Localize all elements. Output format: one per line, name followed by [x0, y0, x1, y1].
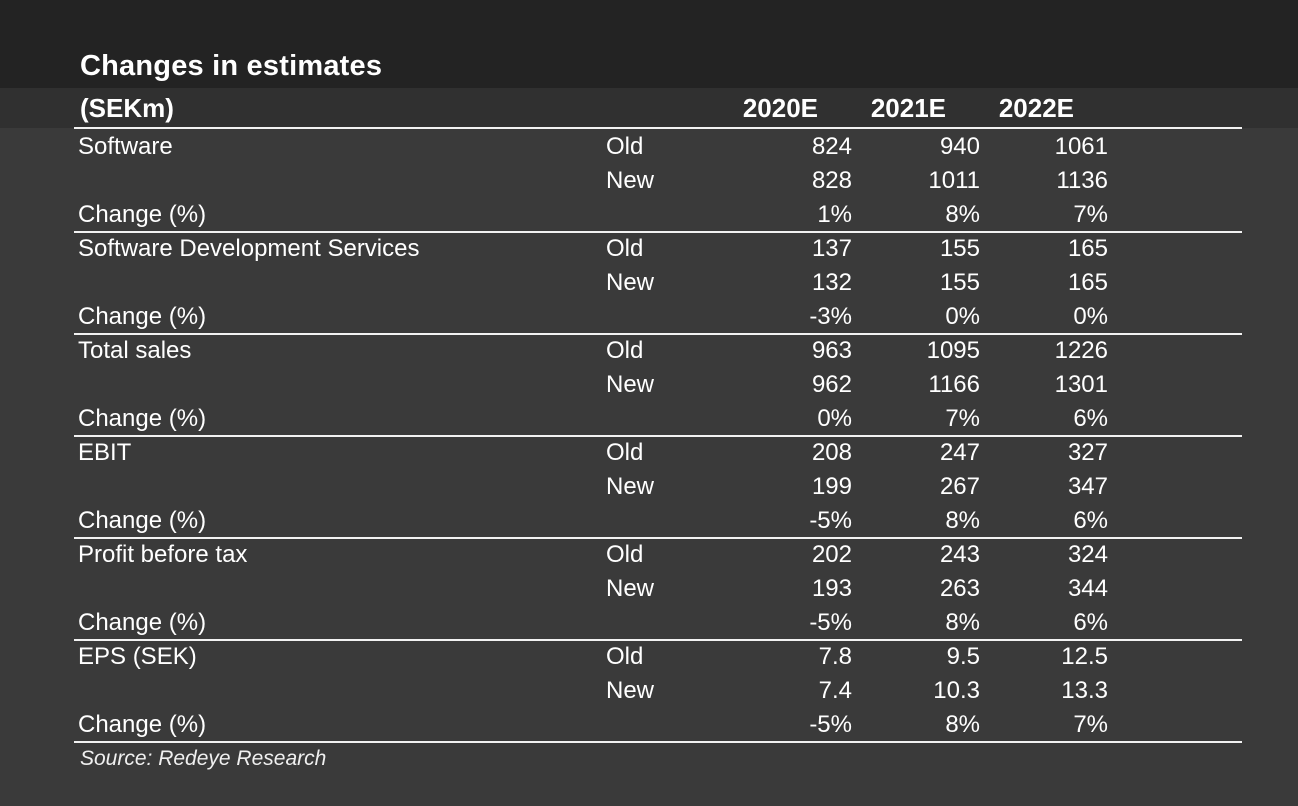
value-cell: 940 [939, 133, 980, 160]
table-title: Changes in estimates [80, 50, 383, 82]
value-cell: 247 [939, 439, 980, 466]
column-header-2020e: 2020E [742, 93, 818, 123]
value-cell: 1226 [1054, 337, 1108, 364]
estimate-type-label: Old [606, 235, 644, 262]
value-cell: 1166 [928, 371, 980, 398]
estimate-type-label: New [606, 371, 655, 398]
value-cell: 13.3 [1061, 677, 1108, 704]
change-label: Change (%) [78, 609, 207, 636]
value-cell: 8% [945, 711, 980, 738]
row-label: EBIT [78, 439, 132, 466]
value-cell: 327 [1067, 439, 1108, 466]
group-divider [74, 435, 1242, 437]
value-cell: 208 [811, 439, 852, 466]
value-cell: 137 [811, 235, 852, 262]
row-label: Software [78, 133, 173, 160]
group-divider [74, 333, 1242, 335]
value-cell: 12.5 [1061, 643, 1108, 670]
value-cell: -5% [809, 609, 852, 636]
estimate-type-label: Old [606, 133, 644, 160]
value-cell: 155 [939, 269, 980, 296]
value-cell: 6% [1073, 507, 1108, 534]
estimate-type-label: New [606, 677, 655, 704]
value-cell: -5% [809, 507, 852, 534]
value-cell: 132 [811, 269, 852, 296]
value-cell: -5% [809, 711, 852, 738]
value-cell: 199 [811, 473, 852, 500]
group-divider [74, 741, 1242, 743]
row-label: EPS (SEK) [78, 643, 197, 670]
group-divider [74, 231, 1242, 233]
estimate-type-label: Old [606, 643, 644, 670]
column-header-band [0, 88, 1298, 128]
header-band [0, 0, 1298, 88]
value-cell: 1301 [1054, 371, 1108, 398]
group-divider [74, 537, 1242, 539]
value-cell: 8% [945, 609, 980, 636]
source-note: Source: Redeye Research [80, 747, 327, 770]
value-cell: 165 [1067, 269, 1108, 296]
value-cell: 962 [811, 371, 852, 398]
value-cell: 324 [1067, 541, 1108, 568]
value-cell: 7.8 [818, 643, 852, 670]
change-label: Change (%) [78, 303, 207, 330]
value-cell: 347 [1067, 473, 1108, 500]
estimate-type-label: New [606, 167, 655, 194]
value-cell: 824 [811, 133, 852, 160]
row-label: Total sales [78, 337, 192, 364]
value-cell: 0% [1073, 303, 1108, 330]
estimate-type-label: New [606, 575, 655, 602]
value-cell: 8% [945, 201, 980, 228]
column-header-2022e: 2022E [998, 93, 1074, 123]
value-cell: -3% [809, 303, 852, 330]
value-cell: 0% [945, 303, 980, 330]
value-cell: 8% [945, 507, 980, 534]
value-cell: 7% [1073, 201, 1108, 228]
value-cell: 7% [1073, 711, 1108, 738]
value-cell: 0% [817, 405, 852, 432]
value-cell: 7.4 [818, 677, 852, 704]
value-cell: 7% [945, 405, 980, 432]
value-cell: 828 [811, 167, 852, 194]
value-cell: 10.3 [933, 677, 980, 704]
value-cell: 1061 [1054, 133, 1108, 160]
value-cell: 243 [939, 541, 980, 568]
estimate-type-label: Old [606, 541, 644, 568]
change-label: Change (%) [78, 507, 207, 534]
change-label: Change (%) [78, 711, 207, 738]
value-cell: 6% [1073, 405, 1108, 432]
change-label: Change (%) [78, 201, 207, 228]
value-cell: 1095 [926, 337, 980, 364]
value-cell: 263 [939, 575, 980, 602]
estimate-type-label: New [606, 473, 655, 500]
value-cell: 155 [939, 235, 980, 262]
value-cell: 1136 [1056, 167, 1108, 194]
value-cell: 1% [817, 201, 852, 228]
value-cell: 344 [1067, 575, 1108, 602]
estimate-type-label: Old [606, 337, 644, 364]
value-cell: 193 [811, 575, 852, 602]
row-label: Software Development Services [78, 235, 420, 262]
value-cell: 6% [1073, 609, 1108, 636]
value-cell: 202 [811, 541, 852, 568]
value-cell: 9.5 [946, 643, 980, 670]
header-rule [74, 127, 1242, 129]
estimate-type-label: Old [606, 439, 644, 466]
value-cell: 267 [939, 473, 980, 500]
estimate-type-label: New [606, 269, 655, 296]
value-cell: 165 [1067, 235, 1108, 262]
unit-label: (SEKm) [80, 93, 174, 123]
row-label: Profit before tax [78, 541, 248, 568]
value-cell: 1011 [928, 167, 980, 194]
change-label: Change (%) [78, 405, 207, 432]
value-cell: 963 [811, 337, 852, 364]
group-divider [74, 639, 1242, 641]
column-header-2021e: 2021E [870, 93, 946, 123]
